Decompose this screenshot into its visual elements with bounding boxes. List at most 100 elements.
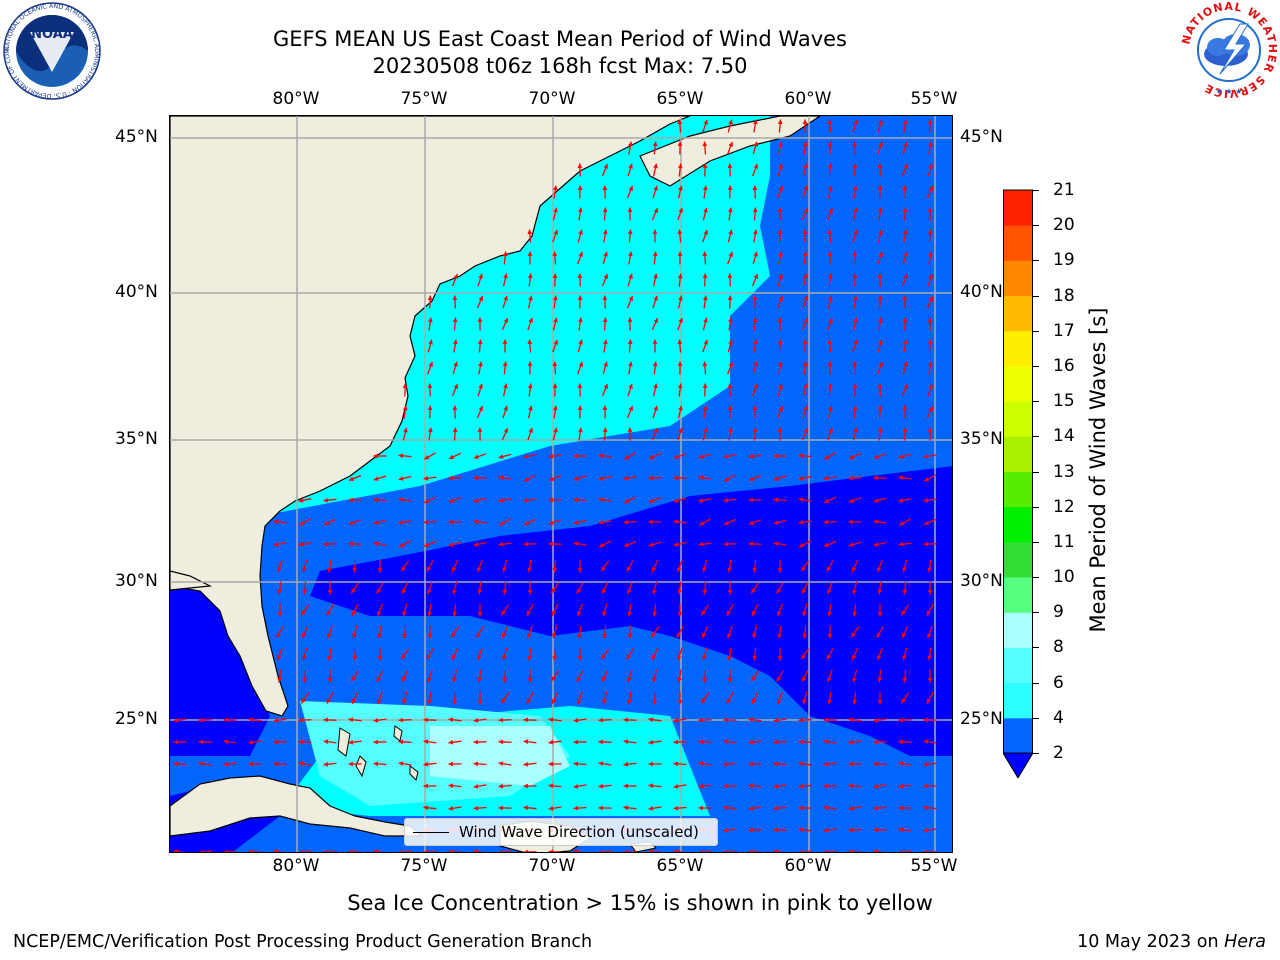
wind-wave-arrowhead — [448, 717, 454, 723]
wind-wave-arrowhead — [299, 520, 305, 526]
colorbar-tick-mark — [1033, 225, 1039, 227]
wind-wave-arrowhead — [753, 251, 758, 257]
wind-wave-arrowhead — [598, 783, 604, 789]
wind-wave-arrowhead — [698, 761, 704, 766]
wind-wave-arrowhead — [924, 520, 929, 525]
colorbar-segment — [1003, 647, 1033, 684]
wind-wave-arrowhead — [424, 542, 429, 547]
wind-wave-arrowhead — [798, 497, 804, 502]
wind-wave-arrowhead — [799, 849, 803, 852]
wind-wave-arrowhead — [603, 339, 608, 345]
wind-wave-arrowhead — [926, 698, 931, 704]
wind-wave-arrowhead — [848, 806, 854, 811]
wind-wave-arrowhead — [852, 611, 858, 617]
wind-wave-arrowhead — [827, 611, 832, 617]
wind-wave-arrowhead — [553, 427, 558, 433]
wind-wave-arrowhead — [751, 676, 756, 682]
colorbar-segment — [1003, 612, 1033, 648]
wind-wave-arrowhead — [852, 677, 857, 683]
wind-wave-arrowhead — [923, 849, 928, 852]
wind-wave-arrowhead — [903, 251, 908, 257]
wind-wave-arrowhead — [198, 739, 203, 745]
wind-wave-arrowhead — [423, 849, 428, 852]
wind-wave-arrowhead — [673, 784, 679, 789]
wind-wave-arrowhead — [598, 453, 604, 459]
wind-wave-arrowhead — [927, 633, 932, 639]
wind-wave-arrowhead — [598, 476, 604, 481]
wind-wave-arrowhead — [852, 251, 858, 257]
wind-wave-arrowhead — [502, 567, 507, 573]
wind-wave-arrowhead — [723, 761, 729, 767]
lon-label-bottom: 65°W — [656, 856, 704, 876]
wind-wave-arrowhead — [323, 497, 329, 503]
wind-wave-arrowhead — [427, 677, 432, 683]
wind-wave-arrowhead — [902, 655, 907, 661]
wind-wave-arrowhead — [349, 476, 354, 481]
wind-wave-arrowhead — [753, 339, 758, 345]
wind-wave-arrowhead — [552, 655, 558, 661]
wind-wave-arrowhead — [648, 783, 654, 789]
wind-wave-arrowhead — [273, 739, 278, 745]
wind-wave-arrowhead — [548, 497, 553, 503]
colorbar-tick-mark — [1033, 260, 1039, 262]
wind-wave-arrowhead — [748, 717, 754, 723]
wind-wave-arrowhead — [352, 567, 358, 573]
wind-wave-arrowhead — [578, 229, 583, 235]
wind-wave-arrowhead — [577, 185, 583, 190]
wind-wave-arrowhead — [577, 405, 583, 410]
wind-wave-arrowhead — [773, 739, 778, 745]
wind-wave-arrowhead — [727, 678, 733, 683]
wind-wave-arrowhead — [877, 677, 882, 683]
wind-wave-arrowhead — [873, 827, 878, 833]
wind-wave-arrowhead — [727, 567, 732, 573]
wind-wave-arrowhead — [452, 699, 458, 705]
wind-wave-arrowhead — [848, 475, 853, 481]
wind-wave-arrowhead — [401, 676, 407, 682]
wind-wave-arrowhead — [248, 761, 253, 767]
wind-wave-arrowhead — [628, 273, 633, 279]
wind-wave-arrowhead — [923, 717, 928, 723]
wind-wave-arrowhead — [648, 475, 653, 481]
wind-wave-arrowhead — [801, 676, 807, 682]
colorbar-tick-label: 18 — [1053, 285, 1075, 306]
wind-wave-arrowhead — [728, 427, 733, 433]
wind-wave-arrowhead — [423, 739, 429, 745]
wind-wave-arrowhead — [848, 827, 853, 833]
land-bahamas — [337, 725, 419, 781]
wind-wave-arrowhead — [851, 566, 857, 572]
wind-wave-arrowhead — [527, 633, 532, 639]
wind-wave-arrowhead — [873, 784, 879, 789]
wind-wave-arrowhead — [598, 497, 604, 502]
wind-wave-arrowhead — [548, 761, 553, 767]
colorbar-tick-mark — [1033, 753, 1039, 754]
wind-wave-arrowhead — [348, 520, 354, 525]
wind-wave-arrowhead — [676, 632, 681, 638]
wind-wave-arrowhead — [799, 542, 805, 548]
wind-wave-arrowhead — [453, 361, 458, 367]
wind-wave-arrowhead — [552, 273, 558, 278]
wind-wave-arrowhead — [302, 567, 307, 573]
wind-wave-arrowhead — [577, 656, 583, 661]
wind-wave-arrowhead — [573, 739, 578, 745]
colorbar-tick-mark — [1033, 577, 1039, 579]
wind-wave-arrowhead — [723, 541, 728, 547]
wind-wave-arrowhead — [698, 783, 704, 789]
wind-wave-arrowhead — [848, 519, 853, 525]
lon-label-top: 60°W — [784, 89, 832, 109]
wind-wave-arrowhead — [627, 677, 632, 683]
wind-wave-arrowhead — [928, 383, 933, 389]
wind-wave-arrowhead — [501, 632, 507, 638]
wind-wave-arrowhead — [827, 589, 832, 595]
wind-wave-arrowhead — [277, 677, 282, 683]
wind-wave-arrowhead — [427, 611, 432, 617]
wind-wave-arrowhead — [823, 475, 829, 481]
wind-wave-arrowhead — [923, 761, 929, 767]
colorbar-segment — [1003, 401, 1033, 437]
wind-wave-arrowhead — [852, 163, 858, 168]
wind-wave-arrowhead — [751, 610, 757, 616]
wind-wave-arrowhead — [498, 541, 504, 547]
wind-wave-arrowhead — [873, 498, 879, 503]
wind-wave-arrowhead — [498, 454, 504, 459]
wind-wave-arrowhead — [273, 519, 279, 525]
colorbar-tick-label: 19 — [1053, 250, 1075, 271]
